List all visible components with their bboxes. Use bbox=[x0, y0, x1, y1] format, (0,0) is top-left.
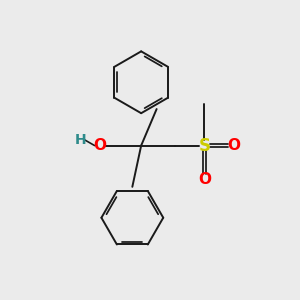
Text: O: O bbox=[198, 172, 211, 187]
Text: O: O bbox=[93, 138, 106, 153]
Text: O: O bbox=[227, 138, 240, 153]
Text: S: S bbox=[199, 136, 211, 154]
Text: H: H bbox=[75, 133, 87, 147]
